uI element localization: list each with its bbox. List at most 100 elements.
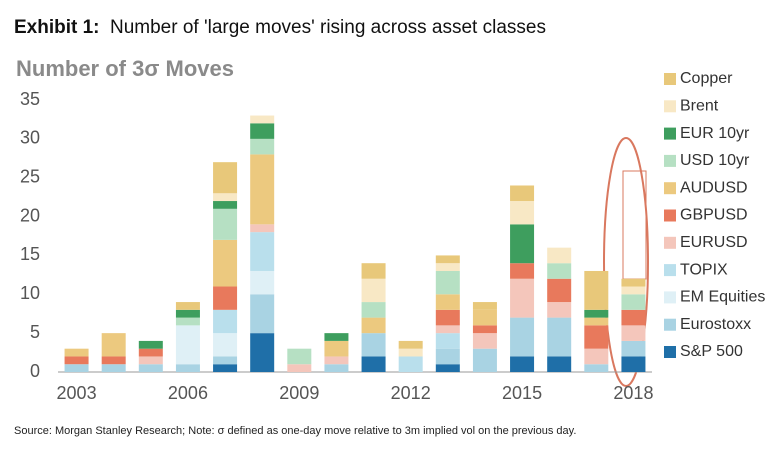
bar-segment (64, 348, 89, 357)
bar-segment (472, 333, 497, 349)
bar-segment (621, 286, 646, 295)
bar-segment (101, 333, 126, 357)
legend-swatch (664, 236, 676, 249)
bar-segment (361, 278, 386, 303)
bar-segment (64, 364, 89, 372)
y-tick-label: 10 (20, 283, 40, 303)
y-tick-label: 5 (30, 322, 40, 342)
y-tick-label: 15 (20, 244, 40, 264)
legend-swatch (664, 182, 676, 195)
bar-segment (435, 255, 460, 264)
bar-segment (584, 325, 609, 349)
legend-swatch (664, 291, 676, 304)
bar-segment (398, 340, 423, 349)
bar-segment (435, 309, 460, 326)
bar-segment (510, 356, 535, 372)
x-tick-label: 2009 (279, 383, 319, 403)
bar-segment (213, 208, 238, 240)
bar-segment (324, 356, 349, 365)
bar-segment (510, 317, 535, 357)
bar-segment (361, 263, 386, 279)
bar-segment (547, 278, 572, 303)
chart-subtitle: Number of 3σ Moves (16, 56, 234, 81)
bar-segment (250, 138, 275, 155)
bar-segment (138, 356, 163, 365)
legend-label: Copper (680, 70, 733, 87)
bar-segment (510, 278, 535, 318)
bar-segment (138, 348, 163, 357)
legend-label: AUDUSD (680, 179, 748, 196)
bar-segment (621, 309, 646, 326)
bar-segment (175, 309, 200, 318)
bar-segment (250, 270, 275, 295)
x-tick-label: 2018 (613, 383, 653, 403)
bar-segment (213, 309, 238, 334)
highlight-box (622, 170, 647, 280)
bar-segment (250, 115, 275, 124)
bar-segment (213, 201, 238, 209)
y-tick-label: 30 (20, 128, 40, 148)
x-tick-label: 2012 (391, 383, 431, 403)
bar-segment (398, 356, 423, 372)
bar-segment (287, 364, 312, 372)
bar-segment (101, 364, 126, 372)
bar-segment (213, 286, 238, 310)
legend-swatch (664, 100, 676, 113)
bar-segment (547, 356, 572, 372)
bar-segment (250, 232, 275, 271)
source-note: Source: Morgan Stanley Research; Note: σ… (14, 425, 576, 437)
bar-segment (472, 325, 497, 334)
bar-segment (584, 270, 609, 310)
exhibit-label: Exhibit 1: (14, 17, 100, 38)
bar-segment (547, 317, 572, 357)
bar-segment (435, 270, 460, 295)
bar-segment (435, 325, 460, 334)
bar-segment (250, 333, 275, 372)
bar-segment (138, 340, 163, 349)
legend-label: EM Equities (680, 289, 765, 306)
bar-segment (175, 364, 200, 372)
bar-segment (547, 263, 572, 279)
bar-segment (175, 317, 200, 326)
legend-label: EURUSD (680, 234, 748, 251)
legend-label: TOPIX (680, 261, 728, 278)
bar-segment (324, 340, 349, 357)
legend-swatch (664, 318, 676, 331)
legend-label: S&P 500 (680, 343, 743, 360)
y-tick-label: 35 (20, 89, 40, 109)
bar-segment (361, 302, 386, 318)
bar-segment (138, 364, 163, 372)
bar-segment (584, 309, 609, 318)
legend-swatch (664, 264, 676, 277)
legend-label: USD 10yr (680, 152, 750, 169)
bar-segment (547, 302, 572, 318)
bar-segment (101, 356, 126, 365)
legend-swatch (664, 154, 676, 167)
legend-label: Brent (680, 98, 719, 115)
legend-swatch (664, 346, 676, 358)
bar-segment (250, 154, 275, 225)
bar-segment (621, 340, 646, 357)
x-tick-label: 2003 (57, 383, 97, 403)
bar-segment (435, 294, 460, 310)
bar-segment (621, 325, 646, 341)
bar-segment (250, 224, 275, 233)
bar-segment (472, 309, 497, 326)
legend-swatch (664, 209, 676, 222)
bar-segment (361, 317, 386, 334)
bar-segment (64, 356, 89, 365)
bar-segment (584, 364, 609, 372)
bar-segment (287, 348, 312, 365)
bar-segment (584, 348, 609, 365)
bar-segment (324, 333, 349, 341)
bar-segment (213, 364, 238, 372)
bar-segment (621, 356, 646, 372)
y-tick-label: 20 (20, 205, 40, 225)
bar-segment (510, 201, 535, 225)
x-tick-label: 2006 (168, 383, 208, 403)
legend-swatch (664, 73, 676, 85)
bar-segment (510, 263, 535, 279)
bar-segment (213, 193, 238, 202)
legend-label: GBPUSD (680, 207, 748, 224)
